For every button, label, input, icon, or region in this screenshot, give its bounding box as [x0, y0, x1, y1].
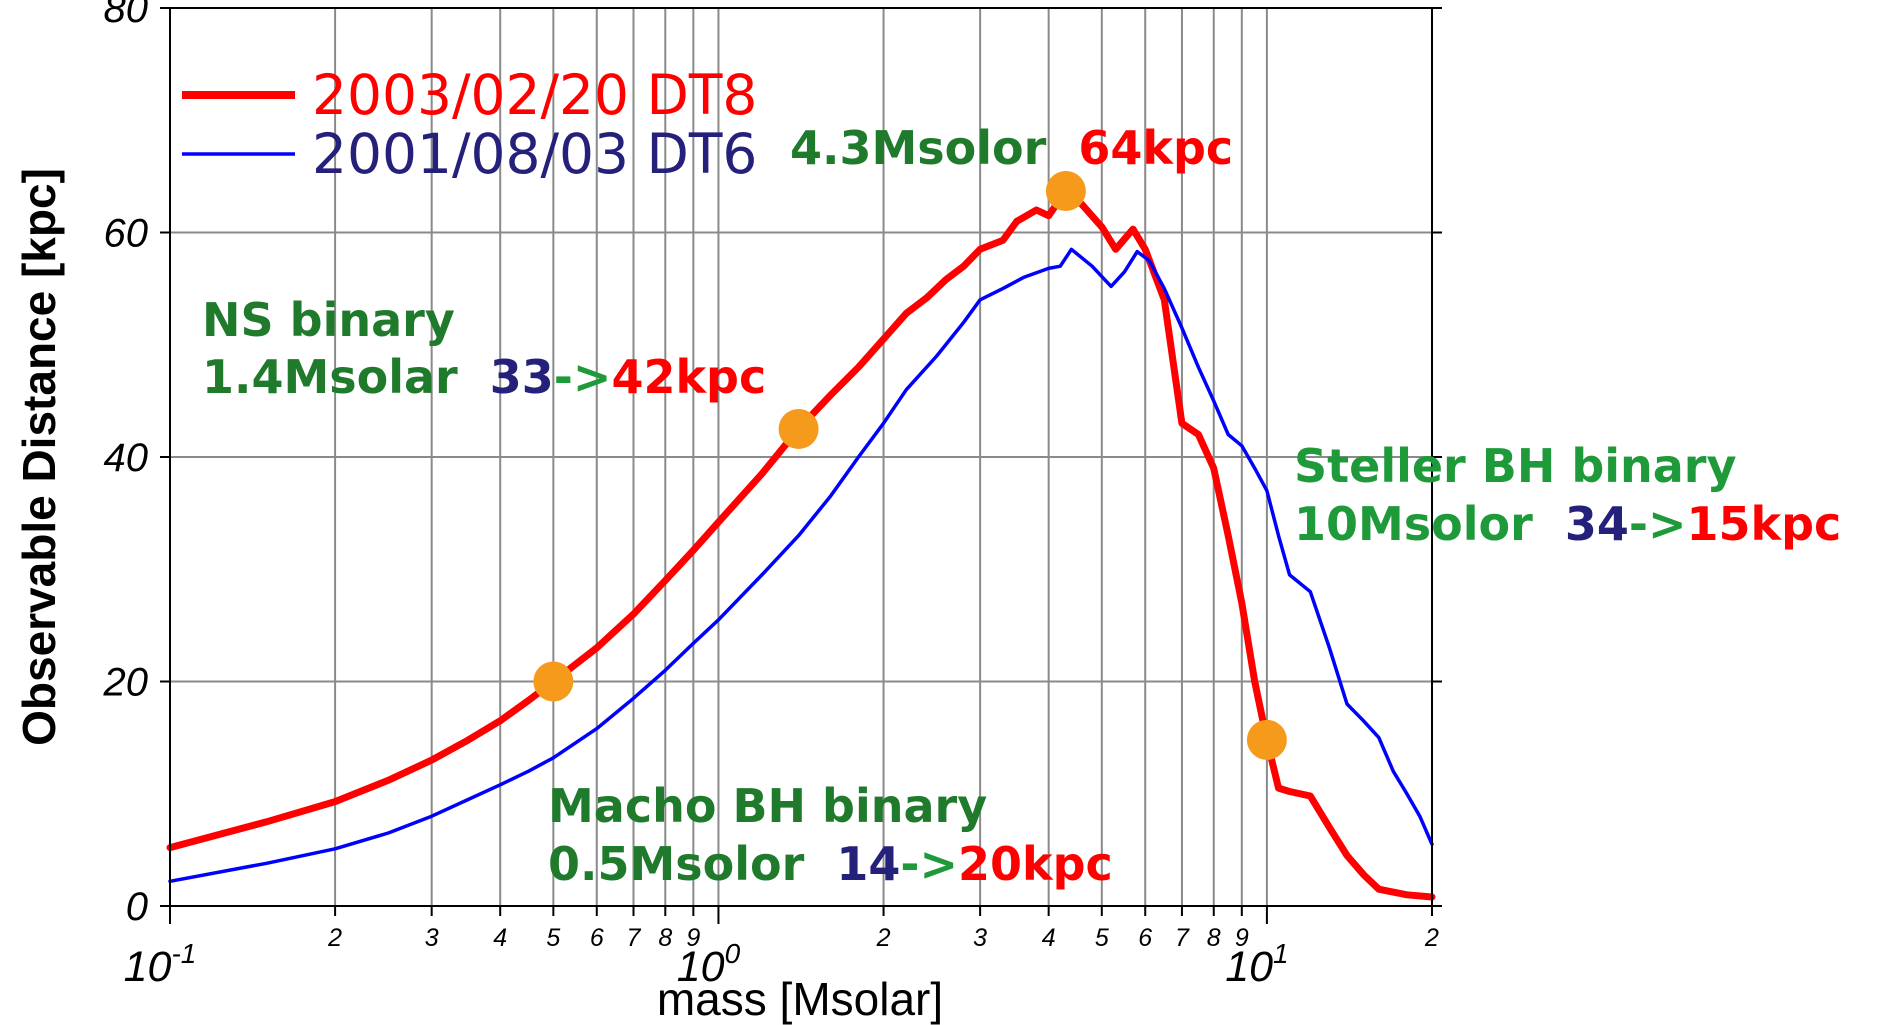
x-tick-exponent: 1	[1273, 938, 1289, 969]
annotation-segment: NS binary	[202, 293, 455, 347]
annotation-line: 0.5Msolor 14->20kpc	[548, 837, 1113, 891]
annotation-line: 4.3Msolor 64kpc	[790, 121, 1233, 175]
highlight-marker	[533, 661, 574, 702]
annotation-segment: 14	[804, 837, 900, 891]
y-axis-label: Observable Distance [kpc]	[13, 168, 65, 746]
x-tick-label: 6	[1138, 924, 1152, 952]
marker-layer	[533, 170, 1287, 760]
annotation-line: 10Msolor 34->15kpc	[1294, 497, 1841, 551]
x-tick-label: 5	[1095, 924, 1109, 952]
x-tick-label: 2	[1424, 924, 1439, 952]
x-tick-label: 3	[973, 924, 987, 952]
x-tick-label: 2	[876, 924, 891, 952]
x-tick-label: 4	[493, 924, 507, 952]
x-tick-label: 5	[546, 924, 560, 952]
annotation-segment: 42kpc	[611, 350, 766, 404]
x-tick-base: 10	[677, 943, 725, 991]
x-tick-exponent: 0	[725, 938, 741, 969]
x-tick-label: 100	[677, 938, 741, 991]
annotation-segment: 20kpc	[958, 837, 1113, 891]
annotation-line: Steller BH binary	[1294, 439, 1736, 493]
annotation-segment: Macho BH binary	[548, 779, 987, 833]
annotation-line: 1.4Msolar 33->42kpc	[202, 350, 766, 404]
x-axis-label: mass [Msolar]	[657, 973, 943, 1025]
x-tick-label: 6	[590, 924, 604, 952]
y-tick-label: 60	[104, 212, 149, 256]
y-tick-label: 40	[104, 436, 149, 480]
annotation-segment: ->	[1629, 497, 1687, 551]
x-tick-exponent: -1	[171, 938, 196, 969]
highlight-marker	[778, 408, 819, 449]
legend-label: 2001/08/03 DT6	[312, 122, 757, 186]
annotation-segment: ->	[554, 350, 612, 404]
annotation-line: NS binary	[202, 293, 455, 347]
x-tick-label: 7	[1175, 924, 1190, 952]
x-tick-label: 9	[1235, 924, 1249, 952]
highlight-marker	[1045, 170, 1086, 211]
y-tick-label: 20	[103, 661, 149, 705]
x-tick-label: 101	[1225, 938, 1288, 991]
annotation-segment: 0.5Msolor	[548, 837, 805, 891]
x-tick-label: 10-1	[124, 938, 197, 991]
annotation-segment: 33	[458, 350, 554, 404]
annotation-segment: 1.4Msolar	[202, 350, 458, 404]
x-tick-label: 7	[627, 924, 642, 952]
annotation: 4.3Msolor 64kpc	[790, 121, 1233, 175]
y-tick-label: 0	[126, 885, 148, 929]
annotation-segment: 4.3Msolor	[790, 121, 1047, 175]
x-tick-label: 8	[1207, 924, 1221, 952]
annotation-segment: 34	[1533, 497, 1629, 551]
annotation-segment: 64kpc	[1046, 121, 1233, 175]
legend-label: 2003/02/20 DT8	[312, 63, 757, 127]
annotation-line: Macho BH binary	[548, 779, 987, 833]
x-tick-label: 8	[658, 924, 672, 952]
x-tick-label: 9	[686, 924, 700, 952]
series-line-2	[168, 247, 1434, 884]
annotation-segment: 15kpc	[1687, 497, 1842, 551]
x-tick-label: 4	[1042, 924, 1056, 952]
annotation-segment: Steller BH binary	[1294, 439, 1736, 493]
highlight-marker	[1246, 719, 1287, 760]
x-tick-base: 10	[124, 943, 172, 991]
annotation-segment: ->	[900, 837, 958, 891]
annotation-segment: 10Msolor	[1294, 497, 1533, 551]
x-tick-label: 3	[425, 924, 439, 952]
x-tick-base: 10	[1225, 943, 1273, 991]
x-tick-label: 2	[327, 924, 342, 952]
y-tick-label: 80	[104, 0, 149, 31]
